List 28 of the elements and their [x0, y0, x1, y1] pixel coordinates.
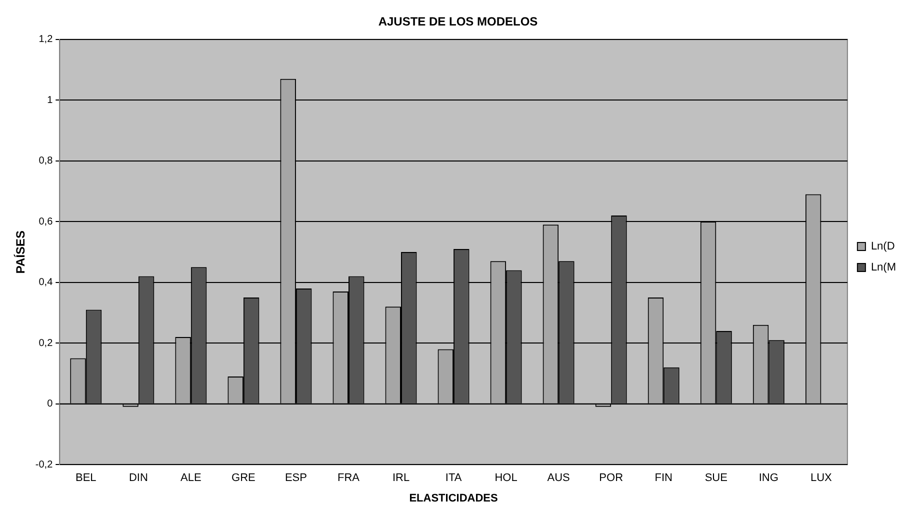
x-tick-label: ING	[758, 472, 778, 484]
y-tick-label: 0,6	[38, 216, 54, 228]
x-tick-label: IRL	[392, 472, 410, 484]
y-tick-label: 0,2	[38, 338, 54, 349]
x-tick-label: BEL	[75, 472, 96, 484]
x-tick-label: AUS	[547, 472, 570, 484]
y-tick-label: 0,8	[38, 156, 54, 167]
x-tick-label: DIN	[128, 472, 148, 484]
legend-label: Ln(M	[870, 262, 896, 274]
x-tick-label: FRA	[337, 472, 360, 484]
y-tick-label: 0,4	[38, 277, 54, 288]
x-tick-label: SUE	[704, 472, 728, 484]
x-axis-title: ELASTICIDADES	[409, 492, 498, 504]
x-tick-label: ALE	[180, 472, 202, 484]
x-tick-label: FIN	[654, 472, 673, 484]
x-tick-label: POR	[599, 472, 624, 484]
chart-title: AJUSTE DE LOS MODELOS	[378, 14, 538, 29]
x-tick-label: ESP	[284, 472, 307, 484]
x-tick-label: HOL	[494, 472, 518, 484]
y-tick-label: 1,2	[38, 34, 54, 46]
x-tick-label: LUX	[810, 472, 833, 484]
y-tick-label: -0,2	[35, 459, 54, 470]
y-axis-title: PAÍSES	[14, 230, 28, 274]
x-tick-label: ITA	[445, 472, 462, 484]
x-tick-label: GRE	[232, 472, 256, 484]
y-tick-label: 1	[47, 94, 54, 106]
y-tick-label: 0	[47, 398, 54, 410]
legend-label: Ln(D	[870, 240, 895, 253]
